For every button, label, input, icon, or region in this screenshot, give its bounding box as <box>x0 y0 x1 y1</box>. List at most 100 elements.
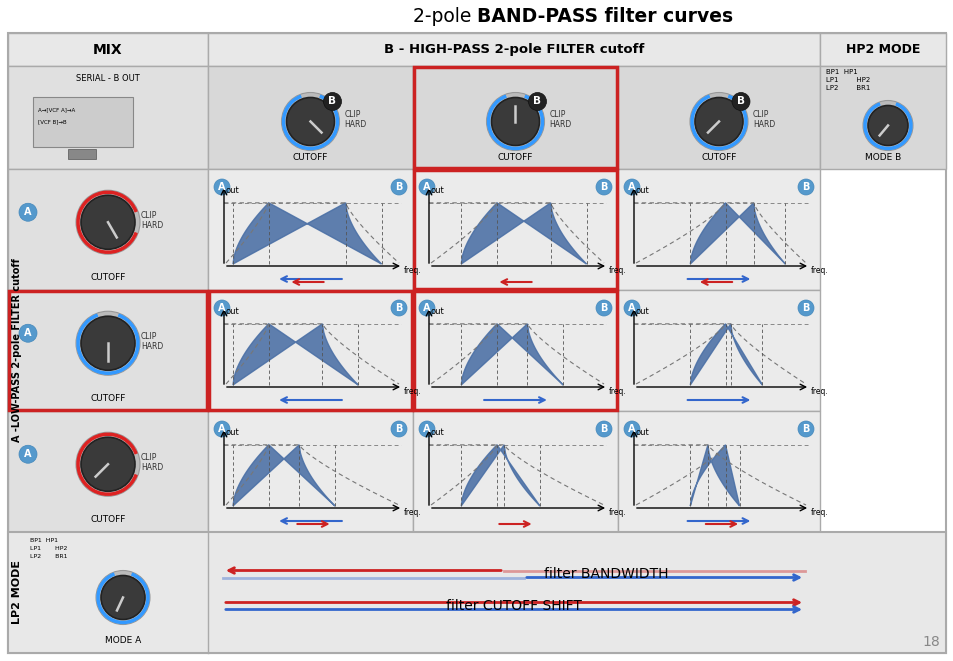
Text: out: out <box>226 307 239 316</box>
Text: A: A <box>218 303 226 313</box>
Circle shape <box>323 93 341 110</box>
Text: CLIP
HARD: CLIP HARD <box>141 211 163 230</box>
Polygon shape <box>690 445 739 506</box>
Text: freq.: freq. <box>403 387 421 396</box>
Circle shape <box>418 300 435 316</box>
Text: CLIP
HARD: CLIP HARD <box>141 332 163 351</box>
Circle shape <box>81 437 135 491</box>
Bar <box>413 290 618 411</box>
Text: freq.: freq. <box>608 508 626 517</box>
Text: B: B <box>737 97 744 106</box>
Bar <box>208 411 413 532</box>
Polygon shape <box>233 203 381 264</box>
Circle shape <box>19 446 37 463</box>
Circle shape <box>695 98 742 145</box>
Text: BP1  HP1: BP1 HP1 <box>30 538 58 543</box>
Text: CUTOFF: CUTOFF <box>91 394 126 403</box>
Text: LP2       BR1: LP2 BR1 <box>30 554 68 559</box>
Text: B: B <box>395 182 402 192</box>
Bar <box>208 169 413 290</box>
Circle shape <box>101 576 145 619</box>
Text: A: A <box>24 449 31 459</box>
Text: out: out <box>226 186 239 195</box>
Circle shape <box>528 93 546 110</box>
Text: freq.: freq. <box>810 508 828 517</box>
Bar <box>208 33 820 66</box>
Text: A -LOW-PASS 2-pole FILTER cutoff: A -LOW-PASS 2-pole FILTER cutoff <box>12 258 22 442</box>
Circle shape <box>19 325 37 342</box>
Circle shape <box>76 311 140 375</box>
Polygon shape <box>460 324 562 385</box>
Text: A: A <box>628 424 635 434</box>
Text: out: out <box>636 186 649 195</box>
Text: A→[VCF A]→A: A→[VCF A]→A <box>38 107 75 112</box>
Text: out: out <box>431 307 444 316</box>
Bar <box>621 419 815 516</box>
Text: B: B <box>395 303 402 313</box>
Circle shape <box>213 179 230 195</box>
Text: B: B <box>801 424 809 434</box>
Bar <box>820 66 945 169</box>
Bar <box>212 298 409 395</box>
Text: CLIP
HARD: CLIP HARD <box>752 110 775 129</box>
Text: out: out <box>226 428 239 437</box>
Circle shape <box>486 93 544 151</box>
Circle shape <box>867 106 907 145</box>
Bar <box>618 411 820 532</box>
Circle shape <box>391 179 407 195</box>
Text: B: B <box>599 424 607 434</box>
Circle shape <box>281 93 339 151</box>
Bar <box>208 66 413 169</box>
Text: freq.: freq. <box>403 508 421 517</box>
Text: MIX: MIX <box>93 42 123 56</box>
Circle shape <box>623 421 639 437</box>
Circle shape <box>623 300 639 316</box>
Text: out: out <box>636 428 649 437</box>
Bar <box>414 67 617 168</box>
Text: A: A <box>423 303 431 313</box>
Text: BAND-PASS filter curves: BAND-PASS filter curves <box>476 7 732 26</box>
Text: MODE A: MODE A <box>105 636 141 645</box>
Bar <box>416 419 614 516</box>
Circle shape <box>418 179 435 195</box>
Text: CUTOFF: CUTOFF <box>497 153 533 162</box>
Circle shape <box>623 179 639 195</box>
Bar <box>621 298 815 395</box>
Text: A: A <box>218 424 226 434</box>
Text: B - HIGH-PASS 2-pole FILTER cutoff: B - HIGH-PASS 2-pole FILTER cutoff <box>383 43 643 56</box>
Text: out: out <box>636 307 649 316</box>
Circle shape <box>797 300 813 316</box>
Circle shape <box>96 570 150 625</box>
Bar <box>33 97 132 147</box>
Text: A: A <box>218 182 226 192</box>
Circle shape <box>596 300 612 316</box>
Circle shape <box>81 195 135 249</box>
Bar <box>8 169 208 290</box>
Text: CUTOFF: CUTOFF <box>293 153 328 162</box>
Text: A: A <box>423 182 431 192</box>
Circle shape <box>391 421 407 437</box>
Text: freq.: freq. <box>608 387 626 396</box>
Bar <box>416 177 614 274</box>
Circle shape <box>418 421 435 437</box>
Bar <box>618 290 820 411</box>
Text: freq.: freq. <box>608 266 626 275</box>
Text: B: B <box>599 303 607 313</box>
Text: freq.: freq. <box>810 387 828 396</box>
Circle shape <box>797 179 813 195</box>
Text: out: out <box>431 186 444 195</box>
Bar <box>212 419 409 516</box>
Circle shape <box>862 100 912 151</box>
Bar <box>413 411 618 532</box>
Polygon shape <box>690 324 761 385</box>
Bar <box>209 291 412 410</box>
Text: B: B <box>533 97 541 106</box>
Circle shape <box>797 421 813 437</box>
Bar <box>820 33 945 66</box>
Text: A: A <box>24 329 31 338</box>
Bar <box>618 169 820 290</box>
Circle shape <box>76 432 140 496</box>
Bar <box>413 66 618 169</box>
Bar <box>208 290 413 411</box>
Text: B: B <box>395 424 402 434</box>
